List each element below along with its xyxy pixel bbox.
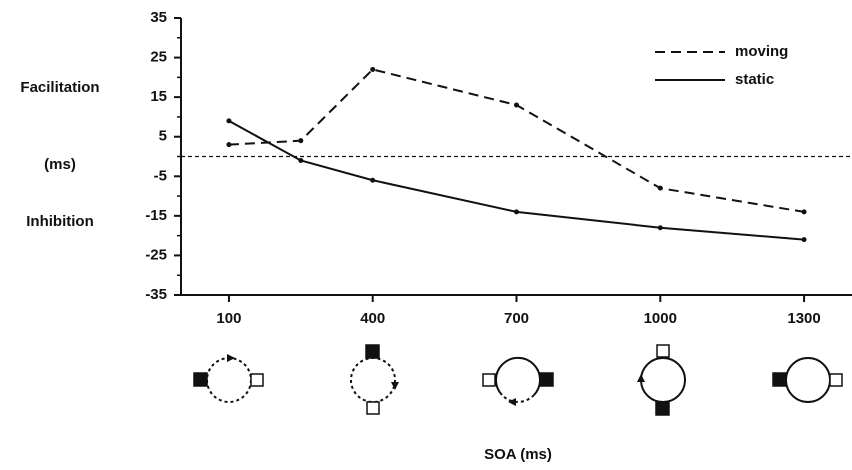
icon xyxy=(637,344,686,416)
point xyxy=(514,102,519,108)
x-tick-label: 1000 xyxy=(644,310,677,327)
condition-icons xyxy=(193,344,843,416)
icon xyxy=(772,357,843,403)
icon xyxy=(482,356,554,406)
legend-label: moving xyxy=(735,43,788,60)
point xyxy=(298,157,304,163)
y-tick-label: 35 xyxy=(150,9,167,26)
legend-label: static xyxy=(735,71,774,88)
point xyxy=(370,177,376,183)
point xyxy=(657,185,663,191)
y-tick-label: 25 xyxy=(150,49,167,66)
y-label-line: (ms) xyxy=(44,156,76,173)
point xyxy=(226,142,232,148)
y-label-line: Facilitation xyxy=(20,79,99,96)
point xyxy=(370,66,376,72)
x-axis-label: SOA (ms) xyxy=(484,446,552,463)
point xyxy=(298,138,304,144)
point xyxy=(657,225,663,231)
y-tick-label: -15 xyxy=(145,207,167,224)
y-tick-label: -25 xyxy=(145,246,167,263)
series-line xyxy=(228,68,805,213)
icon xyxy=(350,344,399,415)
point xyxy=(226,118,232,124)
x-tick-label: 400 xyxy=(360,310,385,327)
y-label-line: Inhibition xyxy=(26,213,93,230)
icon xyxy=(193,354,264,403)
y-tick-label: 5 xyxy=(159,128,167,145)
point xyxy=(801,209,807,215)
x-tick-label: 700 xyxy=(504,310,529,327)
y-tick-label: 15 xyxy=(150,88,167,105)
y-tick-label: -5 xyxy=(154,167,167,184)
y-tick-label: -35 xyxy=(145,286,167,303)
x-tick-label: 1300 xyxy=(787,310,820,327)
x-tick-label: 100 xyxy=(216,310,241,327)
point xyxy=(514,209,519,215)
point xyxy=(801,237,807,243)
series-line xyxy=(228,120,805,241)
